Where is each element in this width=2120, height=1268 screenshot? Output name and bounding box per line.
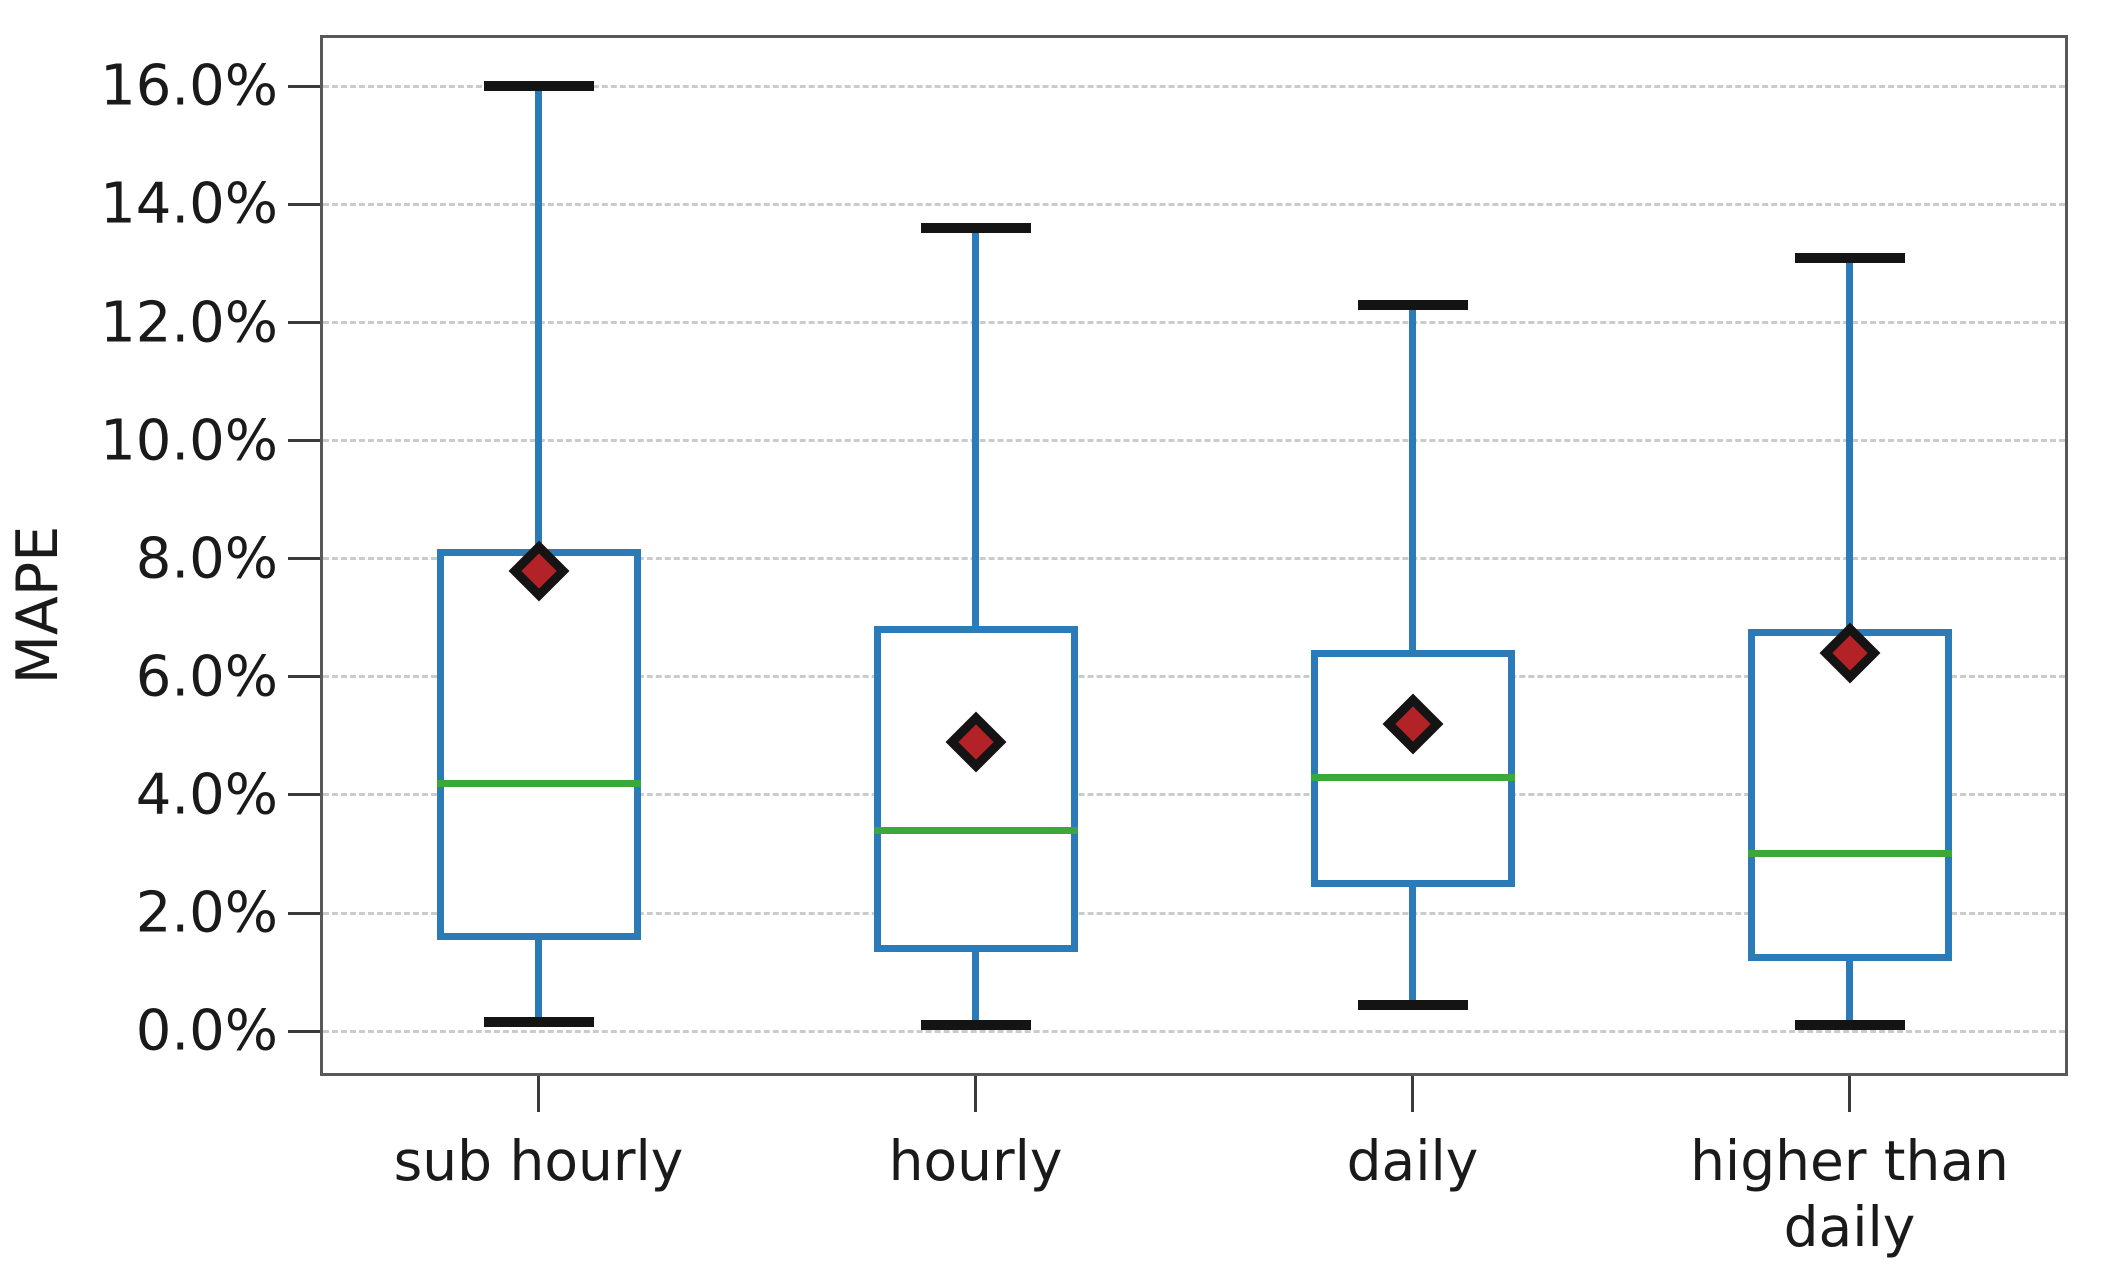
whisker-cap-top [1794,252,1905,263]
y-tick-label: 16.0% [100,53,278,119]
y-tick-label: 12.0% [100,290,278,356]
y-tick [288,1029,320,1033]
x-tick-label: higher than daily [1690,1129,2009,1259]
y-tick [288,84,320,88]
x-tick-label: sub hourly [393,1129,684,1193]
y-tick [288,439,320,443]
x-tick [1411,1076,1414,1112]
whisker-cap-bottom [920,1020,1031,1031]
box [873,626,1078,952]
median-line [873,826,1078,834]
median-line [436,779,641,787]
y-tick [288,793,320,797]
y-tick-label: 10.0% [100,408,278,474]
y-tick [288,911,320,915]
plot-area [320,35,2068,1076]
y-tick-label: 14.0% [100,171,278,237]
y-tick-label: 0.0% [135,998,278,1064]
median-line [1310,773,1515,781]
whisker-cap-bottom [1357,999,1468,1010]
gridline [323,911,2065,915]
box [1310,649,1515,887]
y-tick [288,202,320,206]
y-tick [288,675,320,679]
whisker-cap-top [483,81,594,92]
whisker-cap-top [1357,299,1468,310]
whisker-cap-bottom [1794,1020,1905,1031]
x-tick [537,1076,540,1112]
y-tick [288,557,320,561]
gridline [323,793,2065,797]
gridline [323,202,2065,206]
gridline [323,557,2065,561]
box [1747,629,1952,961]
y-tick-label: 4.0% [135,762,278,828]
y-tick-label: 6.0% [135,644,278,710]
x-tick [1848,1076,1851,1112]
gridline [323,321,2065,325]
gridline [323,675,2065,679]
median-line [1747,850,1952,858]
x-tick-label: daily [1346,1129,1479,1193]
x-tick-label: hourly [888,1129,1063,1193]
y-tick-label: 2.0% [135,880,278,946]
gridline [323,439,2065,443]
x-tick [974,1076,977,1112]
whisker-cap-bottom [483,1017,594,1028]
gridline [323,1029,2065,1033]
box [436,549,641,941]
y-tick [288,321,320,325]
whisker-cap-top [920,223,1031,234]
gridline [323,84,2065,88]
y-tick-label: 8.0% [135,526,278,592]
